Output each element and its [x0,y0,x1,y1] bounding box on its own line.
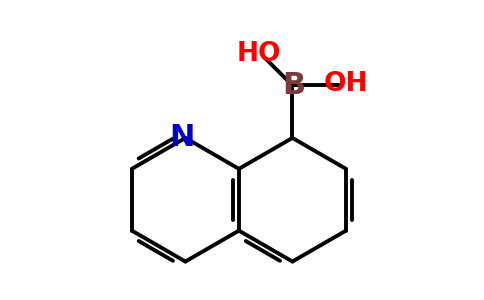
Text: B: B [282,71,305,100]
Text: N: N [169,123,195,152]
Text: HO: HO [237,41,281,67]
Text: OH: OH [324,71,368,97]
